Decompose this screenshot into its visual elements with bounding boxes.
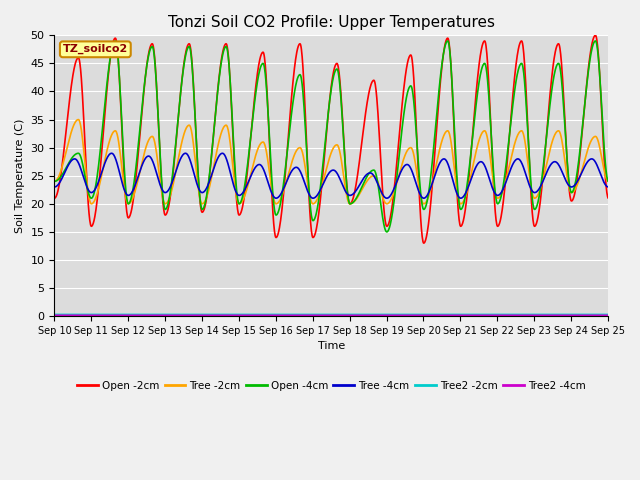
Tree -4cm — [160, 189, 168, 195]
Text: TZ_soilco2: TZ_soilco2 — [63, 44, 128, 54]
Tree2 -2cm — [236, 312, 243, 317]
Tree -2cm — [604, 179, 612, 184]
X-axis label: Time: Time — [317, 341, 345, 351]
Tree -4cm — [539, 178, 547, 184]
Open -4cm — [173, 122, 181, 128]
Tree2 -4cm — [417, 312, 425, 318]
Tree2 -2cm — [538, 312, 546, 317]
Open -2cm — [236, 212, 243, 218]
Line: Tree -2cm: Tree -2cm — [54, 120, 608, 204]
Open -2cm — [417, 221, 425, 227]
Tree -2cm — [175, 156, 182, 162]
Open -4cm — [51, 179, 58, 184]
Tree2 -4cm — [538, 312, 546, 318]
Open -4cm — [236, 201, 243, 206]
Open -4cm — [383, 229, 390, 235]
Open -2cm — [51, 195, 58, 201]
Tree -4cm — [418, 194, 426, 200]
Open -4cm — [160, 204, 168, 209]
Open -4cm — [604, 178, 612, 184]
Tree2 -4cm — [160, 312, 168, 318]
Tree2 -2cm — [160, 312, 168, 317]
Tree -4cm — [51, 184, 58, 190]
Tree2 -2cm — [490, 312, 497, 317]
Tree -2cm — [161, 201, 169, 206]
Tree -4cm — [272, 195, 280, 201]
Tree -4cm — [173, 164, 181, 169]
Tree -2cm — [88, 201, 95, 207]
Tree -4cm — [604, 184, 612, 190]
Open -2cm — [539, 177, 547, 183]
Y-axis label: Soil Temperature (C): Soil Temperature (C) — [15, 119, 25, 233]
Tree -2cm — [51, 179, 58, 184]
Tree -2cm — [539, 177, 547, 182]
Open -2cm — [591, 33, 599, 38]
Open -2cm — [604, 195, 612, 201]
Open -4cm — [417, 197, 425, 203]
Open -2cm — [173, 123, 181, 129]
Open -4cm — [539, 169, 547, 175]
Tree -4cm — [236, 192, 244, 198]
Tree2 -4cm — [173, 312, 181, 318]
Tree -2cm — [74, 117, 82, 122]
Line: Tree -4cm: Tree -4cm — [54, 153, 608, 198]
Tree -2cm — [490, 184, 498, 190]
Tree -4cm — [490, 189, 498, 195]
Open -2cm — [160, 209, 168, 215]
Tree2 -2cm — [173, 312, 181, 317]
Tree2 -4cm — [236, 312, 243, 318]
Line: Open -4cm: Open -4cm — [54, 41, 608, 232]
Legend: Open -2cm, Tree -2cm, Open -4cm, Tree -4cm, Tree2 -2cm, Tree2 -4cm: Open -2cm, Tree -2cm, Open -4cm, Tree -4… — [73, 377, 589, 395]
Tree2 -4cm — [604, 312, 612, 318]
Tree2 -4cm — [51, 312, 58, 318]
Tree2 -2cm — [417, 312, 425, 317]
Open -4cm — [591, 38, 599, 44]
Title: Tonzi Soil CO2 Profile: Upper Temperatures: Tonzi Soil CO2 Profile: Upper Temperatur… — [168, 15, 495, 30]
Tree2 -2cm — [604, 312, 612, 317]
Tree -4cm — [182, 150, 189, 156]
Tree2 -2cm — [51, 312, 58, 317]
Open -2cm — [490, 186, 497, 192]
Tree -2cm — [418, 198, 426, 204]
Open -4cm — [490, 172, 497, 178]
Tree2 -4cm — [490, 312, 497, 318]
Line: Open -2cm: Open -2cm — [54, 36, 608, 243]
Tree -2cm — [236, 201, 244, 206]
Open -2cm — [420, 240, 428, 246]
